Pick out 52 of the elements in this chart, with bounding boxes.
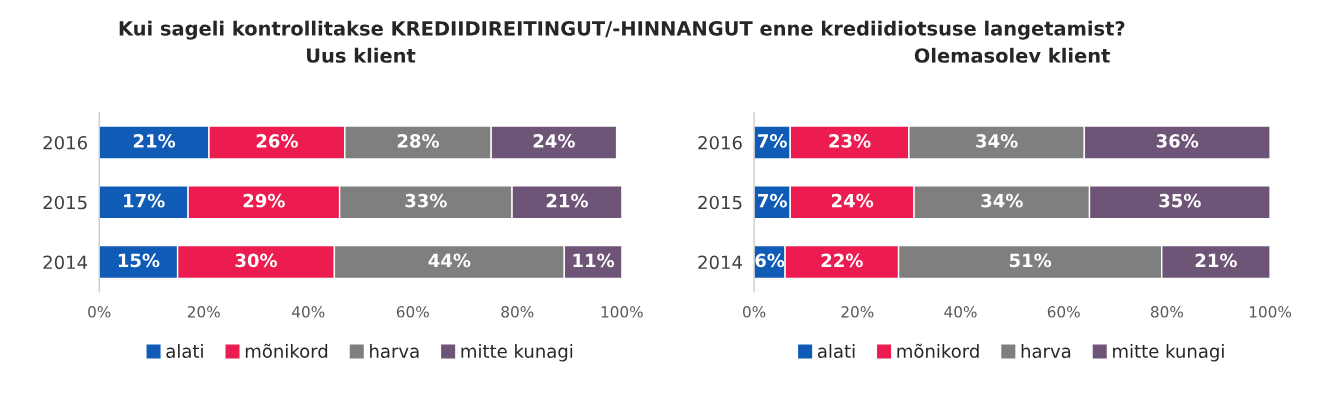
text: 21% bbox=[546, 193, 588, 208]
chart-title: Olemasolev klient bbox=[914, 47, 1110, 63]
x-tick-label: 60% bbox=[396, 306, 429, 318]
legend-label: mõnikord bbox=[897, 343, 979, 358]
text: 34% bbox=[976, 134, 1018, 148]
x-tick-label: 40% bbox=[292, 306, 325, 318]
y-tick-label: 2016 bbox=[698, 135, 742, 150]
text: 34% bbox=[981, 193, 1023, 208]
text: 24% bbox=[831, 193, 874, 208]
legend-label: mitte kunagi bbox=[461, 344, 573, 362]
text: 28% bbox=[397, 134, 440, 148]
x-tick-label: 80% bbox=[1150, 306, 1184, 318]
legend-label: mitte kunagi bbox=[1113, 344, 1224, 362]
text: 51% bbox=[1009, 253, 1052, 268]
text: 21% bbox=[1195, 253, 1237, 268]
y-tick-label: 2016 bbox=[43, 135, 87, 150]
text: 35% bbox=[1159, 193, 1201, 208]
text: 15% bbox=[118, 253, 160, 268]
x-tick-label: 80% bbox=[501, 306, 534, 318]
text: 24% bbox=[533, 134, 575, 148]
legend-label: alati bbox=[817, 344, 855, 358]
text: 29% bbox=[243, 193, 285, 208]
x-tick-label: 20% bbox=[187, 306, 220, 318]
chart-title: Kui sageli kontrollitakse KREDIIDIREITINGUT/-HINNANGUT enne krediidiotsuse langetamist? bbox=[119, 20, 1125, 40]
text: 33% bbox=[405, 193, 447, 208]
legend-label: harva bbox=[1021, 344, 1071, 358]
x-tick-label: 20% bbox=[841, 306, 874, 318]
x-tick-label: 0% bbox=[743, 306, 766, 318]
text: 21% bbox=[133, 134, 176, 148]
text: 7% bbox=[758, 193, 787, 208]
x-tick-label: 60% bbox=[1047, 306, 1080, 318]
y-tick-label: 2014 bbox=[43, 255, 88, 270]
text: 36% bbox=[1156, 134, 1199, 148]
x-tick-label: 100% bbox=[1249, 306, 1292, 318]
x-tick-label: 40% bbox=[944, 306, 977, 318]
y-tick-label: 2014 bbox=[698, 255, 742, 270]
x-tick-label: 100% bbox=[601, 306, 643, 318]
y-tick-label: 2015 bbox=[698, 195, 742, 210]
text: 26% bbox=[256, 134, 298, 148]
text: 11% bbox=[573, 253, 615, 268]
text: 44% bbox=[428, 253, 471, 268]
text: 23% bbox=[829, 134, 871, 148]
text: 7% bbox=[758, 134, 787, 148]
text: 22% bbox=[821, 253, 863, 268]
chart-subtitle: Uus klient bbox=[307, 47, 416, 63]
legend-label: harva bbox=[370, 344, 419, 358]
text: 30% bbox=[235, 253, 278, 268]
legend-label: mõnikord bbox=[245, 343, 328, 358]
y-tick-label: 2015 bbox=[43, 195, 87, 210]
legend-label: alati bbox=[166, 344, 203, 358]
x-tick-label: 0% bbox=[88, 306, 111, 318]
text: 17% bbox=[124, 193, 165, 208]
